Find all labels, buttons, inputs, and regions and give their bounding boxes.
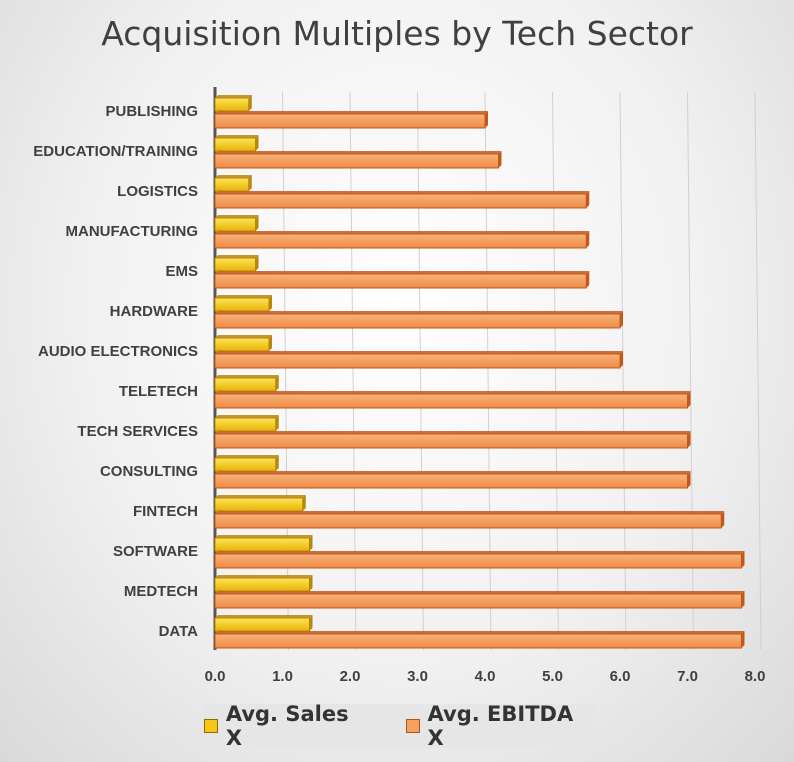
category-label: DATA bbox=[159, 623, 199, 640]
legend-swatch-sales bbox=[204, 719, 218, 733]
category-label: EDUCATION/TRAINING bbox=[33, 143, 198, 160]
category-label: MEDTECH bbox=[124, 583, 198, 600]
legend-item-ebitda: Avg. EBITDA X bbox=[405, 702, 594, 750]
legend-label-sales: Avg. Sales X bbox=[225, 702, 349, 750]
bar-chart: 0.0 1.0 2.0 3.0 4.0 5.0 6.0 7.0 8.0 PUBLISHING EDU… bbox=[33, 87, 766, 685]
bar-sales bbox=[214, 455, 279, 472]
legend-item-sales: Avg. Sales X bbox=[204, 702, 370, 750]
bar-ebitda bbox=[214, 351, 623, 369]
bar-ebitda bbox=[214, 431, 691, 449]
legend-label-ebitda: Avg. EBITDA X bbox=[427, 702, 574, 750]
category-label: TELETECH bbox=[119, 383, 198, 400]
x-tick-label: 6.0 bbox=[610, 668, 631, 685]
bar-ebitda bbox=[214, 111, 488, 129]
x-tick-label: 1.0 bbox=[272, 668, 293, 685]
bar-sales bbox=[214, 495, 306, 512]
bar-sales bbox=[214, 335, 272, 352]
bar-ebitda bbox=[214, 471, 691, 489]
bar-ebitda bbox=[214, 551, 745, 569]
bar-ebitda bbox=[214, 511, 725, 529]
bar-sales bbox=[214, 255, 259, 272]
category-label: FINTECH bbox=[133, 503, 198, 520]
bar-ebitda bbox=[214, 231, 590, 249]
legend-swatch-ebitda bbox=[405, 719, 420, 733]
category-label: SOFTWARE bbox=[113, 543, 198, 560]
category-label: HARDWARE bbox=[110, 303, 198, 320]
bar-sales bbox=[214, 535, 313, 552]
bar-sales bbox=[214, 175, 252, 192]
category-label: PUBLISHING bbox=[105, 103, 198, 120]
category-label: TECH SERVICES bbox=[77, 423, 198, 440]
x-tick-label: 8.0 bbox=[745, 668, 766, 685]
bar-ebitda bbox=[214, 311, 623, 329]
x-tick-label: 3.0 bbox=[407, 668, 428, 685]
category-label: CONSULTING bbox=[100, 463, 198, 480]
category-label: AUDIO ELECTRONICS bbox=[38, 343, 198, 360]
bar-sales bbox=[214, 375, 279, 392]
bar-ebitda bbox=[214, 191, 590, 209]
bar-sales bbox=[214, 95, 252, 112]
bar-sales bbox=[214, 415, 279, 432]
bar-ebitda bbox=[214, 271, 590, 289]
bar-ebitda bbox=[214, 151, 502, 169]
bar-sales bbox=[214, 135, 259, 152]
bar-sales bbox=[214, 215, 259, 232]
bar-ebitda bbox=[214, 631, 745, 649]
chart-title: Acquisition Multiples by Tech Sector bbox=[101, 14, 693, 53]
gridline bbox=[754, 91, 762, 651]
x-tick-label: 7.0 bbox=[677, 668, 698, 685]
bar-sales bbox=[214, 615, 313, 632]
x-tick-label: 0.0 bbox=[205, 668, 226, 685]
chart-legend: Avg. Sales X Avg. EBITDA X bbox=[204, 702, 594, 750]
category-label: LOGISTICS bbox=[117, 183, 198, 200]
x-tick-label: 2.0 bbox=[340, 668, 361, 685]
category-label: MANUFACTURING bbox=[66, 223, 199, 240]
x-tick-label: 4.0 bbox=[475, 668, 496, 685]
x-tick-label: 5.0 bbox=[542, 668, 563, 685]
category-label: EMS bbox=[165, 263, 198, 280]
bar-ebitda bbox=[214, 591, 745, 609]
bar-sales bbox=[214, 575, 313, 592]
bar-ebitda bbox=[214, 391, 691, 409]
bar-sales bbox=[214, 295, 272, 312]
